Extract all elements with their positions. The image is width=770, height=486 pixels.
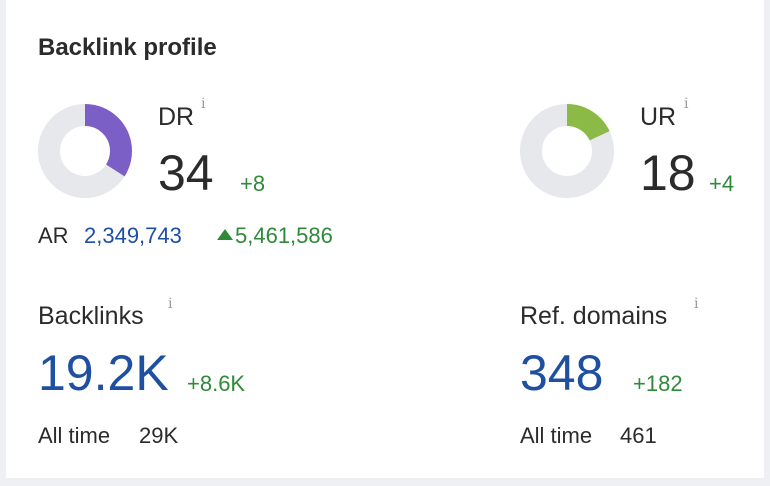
backlinks-info-icon[interactable]: i [168,296,173,312]
ur-info-icon[interactable]: i [684,96,689,112]
dr-donut-arc [38,104,132,198]
ref-domains-value[interactable]: 348 [520,345,604,401]
ar-change: 5,461,586 [235,223,333,248]
dr-label[interactable]: DR [158,103,195,131]
backlink-profile-card: Backlink profile DR i 34 +8 UR i 18 +4 A… [6,0,764,478]
ref-domains-all-time-label: All time [520,423,593,448]
ur-delta: +4 [709,171,735,196]
dr-donut-chart [36,102,134,200]
backlinks-all-time-value: 29K [139,423,179,448]
backlinks-value[interactable]: 19.2K [38,345,169,401]
ur-donut-arc [520,104,614,198]
backlinks-label[interactable]: Backlinks [38,302,144,330]
backlinks-delta: +8.6K [187,371,246,396]
ur-label[interactable]: UR [640,103,677,131]
ref-domains-all-time-value: 461 [620,423,657,448]
ar-label: AR [38,223,69,248]
ref-domains-label[interactable]: Ref. domains [520,302,668,330]
ref-domains-info-icon[interactable]: i [694,296,699,312]
dr-info-icon[interactable]: i [201,96,206,112]
dr-value: 34 [158,145,214,201]
ref-domains-delta: +182 [633,371,683,396]
ur-donut-chart [518,102,616,200]
card-title: Backlink profile [38,34,217,61]
triangle-up-icon [217,229,233,240]
ar-value[interactable]: 2,349,743 [84,223,182,248]
ur-value: 18 [640,145,696,201]
backlinks-all-time-label: All time [38,423,111,448]
dr-delta: +8 [240,171,266,196]
